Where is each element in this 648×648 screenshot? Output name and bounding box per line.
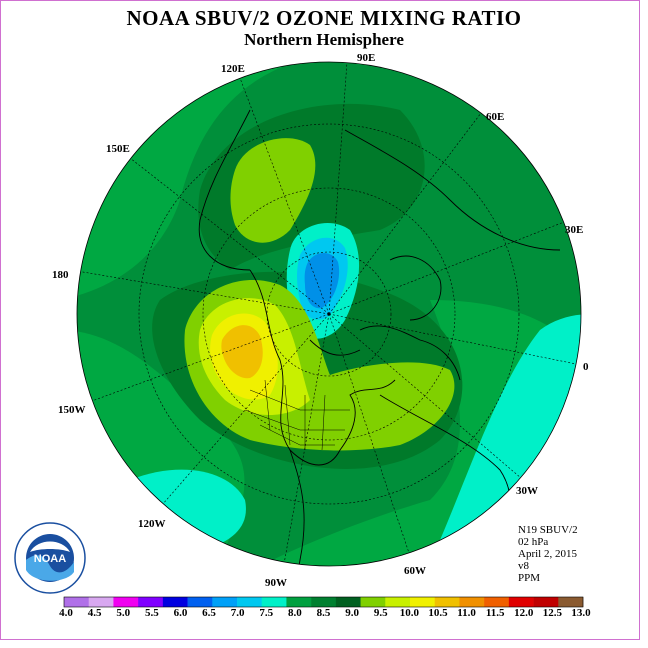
logo-text: NOAA	[34, 553, 66, 565]
longitude-label-120w: 120W	[138, 518, 166, 530]
longitude-label-90w: 90W	[265, 577, 287, 589]
colorbar-tick-label: 8.0	[288, 607, 302, 619]
colorbar-tick-label: 4.0	[59, 607, 73, 619]
graticule	[77, 62, 581, 565]
version-text: v8	[518, 560, 529, 572]
longitude-label-30e: 30E	[565, 224, 584, 236]
colorbar-tick-label: 5.0	[116, 607, 131, 619]
instrument-text: N19 SBUV/2	[518, 524, 578, 536]
page-frame	[0, 0, 640, 640]
page-subtitle: Northern Hemisphere	[244, 30, 404, 49]
ozone-field-6-5	[304, 253, 340, 309]
longitude-label-180: 180	[52, 269, 69, 281]
colorbar-tick-label: 11.0	[457, 607, 476, 619]
colorbar-tick-label: 9.0	[345, 607, 359, 619]
noaa-logo: NOAA	[14, 522, 86, 594]
ozone-field-7-5-southwest	[130, 469, 246, 550]
colorbar-tick-label: 7.5	[259, 607, 274, 619]
colorbar-tick-label: 5.5	[144, 607, 159, 619]
colorbar-tick-label: 4.5	[87, 607, 102, 619]
longitude-label-90e: 90E	[357, 52, 376, 64]
colorbar-tick-label: 9.5	[373, 607, 388, 619]
colorbar-tick-label: 12.0	[514, 607, 534, 619]
colorbar-tick-label: 13.0	[571, 607, 591, 619]
longitude-label-120e: 120E	[221, 63, 245, 75]
longitude-label-0: 0	[583, 361, 589, 373]
units-text: PPM	[518, 572, 541, 584]
product-info: N19 SBUV/2 02 hPa April 2, 2015 v8 PPM	[518, 524, 578, 584]
colorbar-tick-label: 8.5	[316, 607, 331, 619]
political-borders	[244, 379, 350, 451]
longitude-label-60w: 60W	[404, 565, 426, 577]
pressure-level-text: 02 hPa	[518, 536, 549, 548]
longitude-label-150e: 150E	[106, 143, 130, 155]
colorbar-tick-label: 11.5	[485, 607, 505, 619]
date-text: April 2, 2015	[518, 548, 577, 560]
longitude-label-30w: 30W	[516, 485, 538, 497]
colorbar-tick-label: 6.5	[202, 607, 216, 619]
longitude-label-150w: 150W	[58, 404, 86, 416]
ozone-field-9-5-north	[230, 138, 316, 243]
page-title: NOAA SBUV/2 OZONE MIXING RATIO	[126, 6, 522, 30]
map-boundary	[76, 61, 582, 567]
colorbar-tick-label: 10.5	[428, 607, 448, 619]
colorbar-tick-label: 7.0	[230, 607, 245, 619]
longitude-label-60e: 60E	[486, 111, 505, 123]
colorbar-tick-label: 10.0	[399, 607, 419, 619]
ozone-field-11-0	[221, 325, 263, 379]
colorbar-tick-label: 6.0	[173, 607, 188, 619]
colorbar-tick-label: 12.5	[542, 607, 562, 619]
